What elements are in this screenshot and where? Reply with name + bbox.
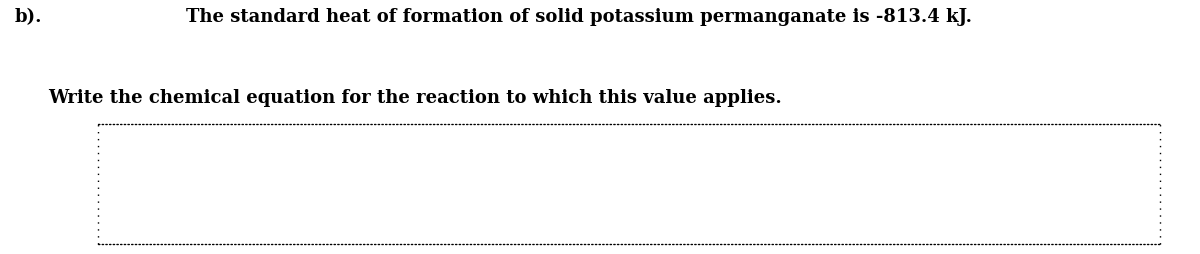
Text: Write the chemical equation for the reaction to which this value applies.: Write the chemical equation for the reac… [48,89,781,107]
Text: b).: b). [14,8,42,26]
Text: The standard heat of formation of solid potassium permanganate is -813.4 kJ.: The standard heat of formation of solid … [186,8,972,26]
